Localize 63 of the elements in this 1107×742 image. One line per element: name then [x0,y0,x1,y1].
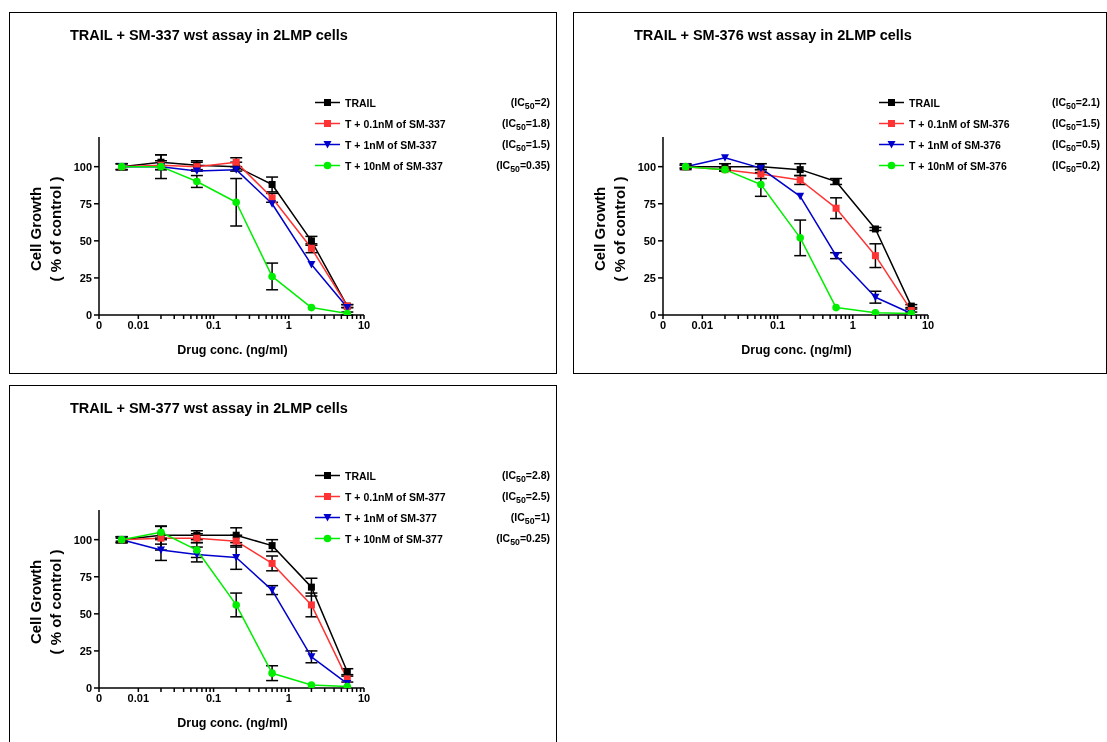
legend-label: T + 1nM of SM-337 [345,138,437,151]
x-tick-label: 0 [95,691,103,704]
x-tick-label: 10 [357,318,371,331]
x-tick-label: 0.01 [127,691,150,704]
y-tick-label: 75 [79,570,92,583]
y-tick-label: 50 [643,234,656,247]
y-tick-label: 25 [79,644,92,657]
y-tick-label: 25 [643,271,656,284]
x-tick-label: 1 [849,318,856,331]
legend-label: TRAIL [345,96,376,109]
legend-label: T + 1nM of SM-376 [909,138,1001,151]
x-tick-label: 10 [357,691,371,704]
legend-label: T + 0.1nM of SM-377 [345,490,446,503]
chart-title: TRAIL + SM-377 wst assay in 2LMP cells [70,400,348,416]
x-tick-label: 0.1 [769,318,786,331]
legend-label: T + 0.1nM of SM-337 [345,117,446,130]
text: (IC$_{50}$=1) [510,510,550,528]
chart-title: TRAIL + SM-376 wst assay in 2LMP cells [634,27,912,43]
y-tick-label: 50 [79,607,92,620]
x-tick-label: 0.01 [691,318,714,331]
y-axis-title: Cell Growth ( % of control ) [590,176,629,282]
text: (IC$_{50}$=0.5) [1052,137,1100,155]
legend-label: T + 1nM of SM-377 [345,511,437,524]
legend-label: TRAIL [909,96,940,109]
text: (IC$_{50}$=0.2) [1052,158,1100,176]
y-tick-label: 0 [649,308,656,321]
y-axis-title: Cell Growth ( % of control ) [26,549,65,655]
y-tick-label: 0 [85,681,92,694]
text: (IC$_{50}$=2.8) [502,468,550,486]
text: (IC$_{50}$=2.5) [502,489,550,507]
text: (IC$_{50}$=1.8) [502,116,550,134]
x-axis-title: Drug conc. (ng/ml) [176,716,289,730]
y-tick-label: 75 [79,197,92,210]
y-tick-label: 0 [85,308,92,321]
y-tick-label: 75 [643,197,656,210]
y-axis-title: Cell Growth ( % of control ) [26,176,65,282]
legend-label: T + 0.1nM of SM-376 [909,117,1010,130]
x-tick-label: 1 [285,318,292,331]
x-tick-label: 0 [95,318,103,331]
y-tick-label: 100 [73,533,92,546]
y-tick-label: 100 [637,160,656,173]
x-axis-title: Drug conc. (ng/ml) [740,343,853,357]
x-tick-label: 0.1 [205,318,222,331]
y-tick-label: 50 [79,234,92,247]
text: (IC$_{50}$=2) [510,95,550,113]
x-axis-title: Drug conc. (ng/ml) [176,343,289,357]
legend-label: TRAIL [345,469,376,482]
x-tick-label: 10 [921,318,935,331]
x-tick-label: 0.01 [127,318,150,331]
y-tick-label: 100 [73,160,92,173]
text: (IC$_{50}$=2.1) [1052,95,1100,113]
legend-label: T + 10nM of SM-376 [909,159,1007,172]
text: (IC$_{50}$=0.35) [496,158,550,176]
text: (IC$_{50}$=0.25) [496,531,550,549]
x-tick-label: 1 [285,691,292,704]
legend-label: T + 10nM of SM-337 [345,159,443,172]
x-tick-label: 0.1 [205,691,222,704]
y-tick-label: 25 [79,271,92,284]
chart-title: TRAIL + SM-337 wst assay in 2LMP cells [70,27,348,43]
legend-label: T + 10nM of SM-377 [345,532,443,545]
text: (IC$_{50}$=1.5) [502,137,550,155]
x-tick-label: 0 [659,318,667,331]
text: (IC$_{50}$=1.5) [1052,116,1100,134]
